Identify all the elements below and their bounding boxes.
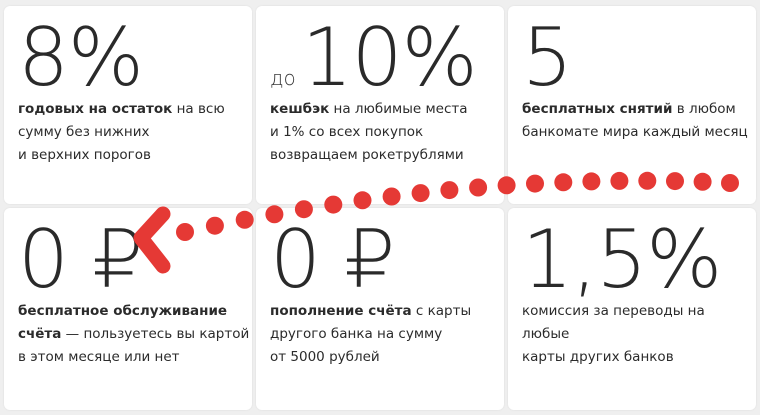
- path-dot: [411, 184, 430, 203]
- benefit-description: комиссия за переводы на любые карты друг…: [522, 303, 705, 365]
- path-dot: [469, 178, 488, 197]
- benefit-value: до10%: [270, 11, 478, 104]
- benefit-value: 1,5%: [522, 213, 722, 306]
- path-dot: [638, 171, 657, 190]
- benefit-card-withdrawals: 5 бесплатных снятий в любом банкомате ми…: [508, 6, 756, 204]
- path-dot: [554, 173, 573, 192]
- path-dot: [440, 181, 459, 200]
- path-dot: [382, 187, 401, 206]
- benefit-card-free-service: 0 ₽ бесплатное обслуживание счёта — поль…: [4, 208, 252, 410]
- path-dot: [294, 200, 313, 219]
- path-dot: [526, 174, 544, 193]
- benefit-value: 0 ₽: [18, 213, 143, 306]
- benefit-card-interest: 8% годовых на остаток на всю сумму без н…: [4, 6, 252, 204]
- path-dot: [693, 172, 712, 191]
- benefit-description: годовых на остаток на всю сумму без нижн…: [18, 101, 225, 163]
- arrow-head-icon: [133, 206, 171, 274]
- path-dot: [265, 205, 284, 224]
- benefits-grid: 8% годовых на остаток на всю сумму без н…: [4, 6, 756, 410]
- path-dot: [353, 191, 372, 210]
- path-dot: [205, 216, 224, 235]
- benefit-card-topup: 0 ₽ пополнение счёта с карты другого бан…: [256, 208, 504, 410]
- benefit-value: 8%: [18, 11, 144, 104]
- benefit-card-transfer-fee: 1,5% комиссия за переводы на любые карты…: [508, 208, 756, 410]
- dotted-path: [176, 171, 739, 241]
- benefit-description: бесплатное обслуживание счёта — пользует…: [18, 303, 250, 365]
- benefit-description: кешбэк на любимые места и 1% со всех пок…: [270, 101, 468, 163]
- benefit-description: пополнение счёта с карты другого банка н…: [270, 303, 472, 365]
- path-dot: [582, 172, 601, 191]
- benefit-card-cashback: до10% кешбэк на любимые места и 1% со вс…: [256, 6, 504, 204]
- benefit-description: бесплатных снятий в любом банкомате мира…: [522, 101, 748, 140]
- path-dot: [721, 174, 739, 192]
- benefit-value: 5: [522, 11, 573, 104]
- benefit-value: 0 ₽: [270, 213, 395, 306]
- path-dot: [610, 171, 629, 190]
- path-dot: [176, 223, 194, 241]
- path-dot: [235, 210, 254, 229]
- path-dot: [497, 176, 516, 195]
- path-dot: [666, 172, 684, 191]
- path-dot: [324, 195, 343, 214]
